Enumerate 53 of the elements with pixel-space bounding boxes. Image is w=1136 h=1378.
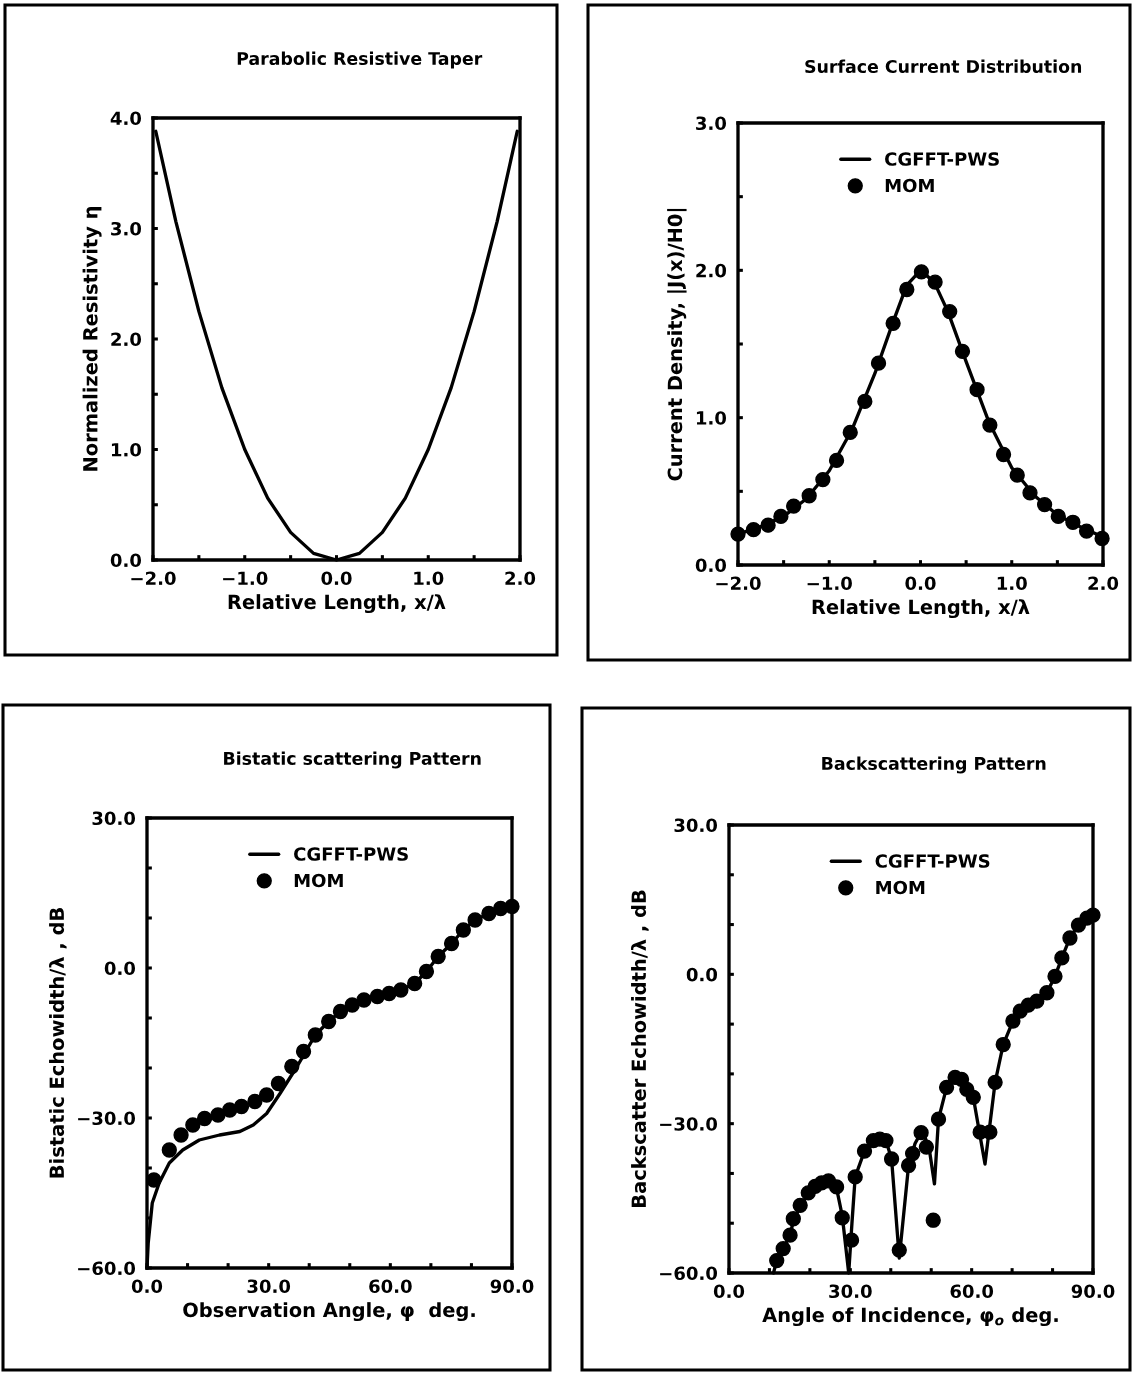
x-tick-label: 1.0 (414, 571, 444, 586)
x-tick-label: −1.0 (223, 571, 268, 586)
y-axis-title: Normalized Resistivity η (82, 207, 102, 471)
x-tick-label: 0.0 (905, 576, 936, 591)
y-tick-label: 2.0 (111, 332, 142, 347)
x-tick-label: 2.0 (1088, 576, 1119, 591)
chart-title: Backscattering Pattern (822, 756, 1046, 774)
x-tick-label: 2.0 (505, 571, 536, 586)
chart-title: Bistatic scattering Pattern (224, 751, 481, 769)
x-tick-label: 0.0 (131, 1279, 163, 1294)
legend-label: CGFFT-PWS (875, 854, 990, 868)
y-tick-label: −60.0 (660, 1266, 718, 1281)
y-tick-label: 0.0 (686, 967, 718, 982)
y-axis-title: Bistatic Echowidth/λ , dB (49, 908, 67, 1178)
x-tick-label: 90.0 (490, 1279, 534, 1294)
legend-label: CGFFT-PWS (294, 847, 408, 861)
y-tick-label: 0.0 (104, 961, 136, 976)
x-tick-label: −2.0 (131, 571, 176, 586)
x-tick-label: 0.0 (713, 1284, 745, 1299)
x-tick-label: −2.0 (716, 576, 761, 591)
y-tick-label: 3.0 (111, 221, 142, 236)
legend-label: MOM (294, 873, 343, 888)
x-tick-label: −1.0 (807, 576, 852, 591)
y-tick-label: 0.0 (695, 558, 727, 573)
chart-title: Parabolic Resistive Taper (237, 51, 483, 69)
y-tick-label: −60.0 (78, 1261, 136, 1276)
y-tick-label: −30.0 (78, 1111, 136, 1126)
x-tick-label: 60.0 (369, 1279, 412, 1294)
y-tick-label: 0.0 (110, 553, 142, 568)
y-axis-title: Backscatter Echowidth/λ , dB (631, 890, 649, 1207)
y-tick-label: 30.0 (674, 818, 718, 833)
legend-label: MOM (876, 880, 925, 895)
legend-label: MOM (885, 178, 934, 193)
x-axis-title: Angle of Incidence, φ$_{o}$ deg. (762, 1307, 1058, 1327)
x-tick-label: 90.0 (1071, 1284, 1115, 1299)
chart-title: Surface Current Distribution (805, 59, 1082, 74)
x-tick-label: 0.0 (321, 571, 352, 586)
y-tick-label: 30.0 (92, 811, 136, 826)
y-tick-label: 3.0 (696, 116, 727, 131)
y-tick-label: −30.0 (660, 1117, 718, 1131)
y-tick-label: 1.0 (111, 442, 142, 457)
x-axis-title: Relative Length, x/λ (812, 599, 1030, 619)
x-axis-title: Observation Angle, φ deg. (183, 1302, 475, 1322)
y-tick-label: 2.0 (696, 263, 727, 278)
x-tick-label: 30.0 (829, 1284, 872, 1299)
x-tick-label: 60.0 (950, 1284, 994, 1299)
y-tick-label: 1.0 (696, 411, 727, 425)
legend-label: CGFFT-PWS (885, 152, 999, 166)
y-tick-label: 4.0 (110, 111, 142, 126)
y-axis-title: Current Density, |J(x)/H0| (667, 208, 687, 481)
x-axis-title: Relative Length, x/λ (228, 594, 446, 614)
x-tick-label: 1.0 (997, 576, 1027, 591)
x-tick-label: 30.0 (247, 1279, 291, 1294)
